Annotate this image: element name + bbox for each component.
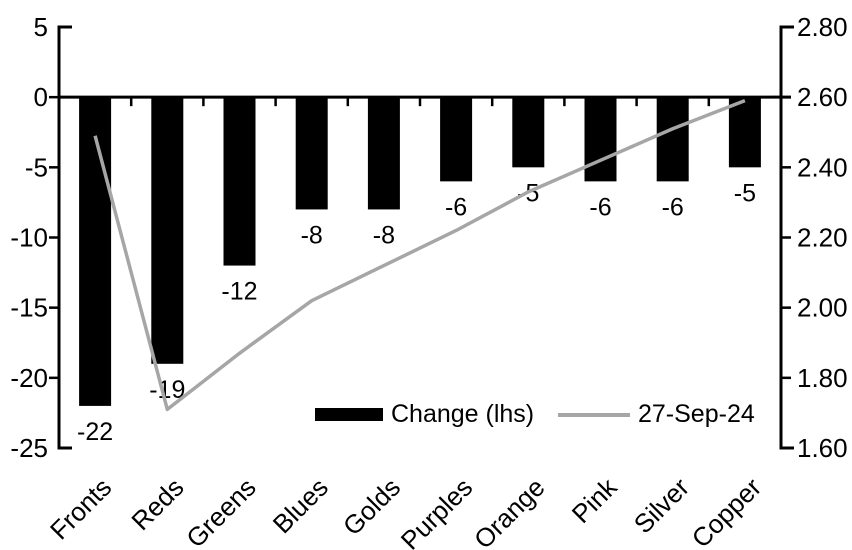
right-tick-label: 2.80 xyxy=(797,12,848,42)
bar-label-fronts: -22 xyxy=(77,418,113,446)
bar-label-blues: -8 xyxy=(301,221,323,249)
bar-label-pink: -6 xyxy=(589,193,611,221)
left-tick-label: 0 xyxy=(34,82,48,112)
right-tick-label: 2.40 xyxy=(797,152,848,182)
right-tick-label: 1.60 xyxy=(797,433,848,463)
bar-reds xyxy=(151,97,184,364)
x-label-reds: Reds xyxy=(125,472,189,536)
bar-purples xyxy=(440,97,473,182)
bar-label-copper: -5 xyxy=(734,179,756,207)
bar-fronts xyxy=(79,97,112,406)
bar-golds xyxy=(367,97,400,210)
bar-greens xyxy=(223,97,256,266)
bar-silver xyxy=(656,97,689,182)
bar-label-golds: -8 xyxy=(373,221,395,249)
legend-item-change: Change (lhs) xyxy=(315,400,534,429)
line-series-27-sep-24 xyxy=(93,99,746,412)
left-tick-label: -15 xyxy=(10,293,48,323)
bar-label-purples: -6 xyxy=(445,193,467,221)
x-label-silver: Silver xyxy=(628,472,695,539)
bar-copper xyxy=(728,97,761,168)
x-label-blues: Blues xyxy=(267,472,334,539)
legend-label-change: Change (lhs) xyxy=(391,400,535,428)
bar-label-greens: -12 xyxy=(221,278,257,306)
x-label-orange: Orange xyxy=(468,472,551,550)
left-tick-label: -25 xyxy=(10,433,48,463)
x-label-fronts: Fronts xyxy=(44,472,117,545)
x-label-purples: Purples xyxy=(395,472,479,550)
left-tick-label: -20 xyxy=(10,363,48,393)
x-label-pink: Pink xyxy=(566,471,624,529)
right-tick-label: 2.60 xyxy=(797,82,848,112)
legend-label-date: 27-Sep-24 xyxy=(638,400,755,428)
x-label-copper: Copper xyxy=(686,472,768,550)
left-tick-label: -10 xyxy=(10,223,48,253)
bar-label-silver: -6 xyxy=(662,193,684,221)
bar-blues xyxy=(295,97,328,210)
bar-orange xyxy=(512,97,545,168)
bar-pink xyxy=(584,97,617,182)
right-tick-label: 1.80 xyxy=(797,363,848,393)
legend-item-line: 27-Sep-24 xyxy=(558,400,755,429)
x-label-golds: Golds xyxy=(337,472,406,541)
left-tick-label: 5 xyxy=(34,12,48,42)
x-label-greens: Greens xyxy=(180,472,262,550)
right-tick-label: 2.00 xyxy=(797,293,848,323)
legend-bar-swatch-icon xyxy=(315,408,383,421)
left-tick-label: -5 xyxy=(25,152,48,182)
right-tick-label: 2.20 xyxy=(797,223,848,253)
legend-line-swatch-icon xyxy=(558,412,630,417)
